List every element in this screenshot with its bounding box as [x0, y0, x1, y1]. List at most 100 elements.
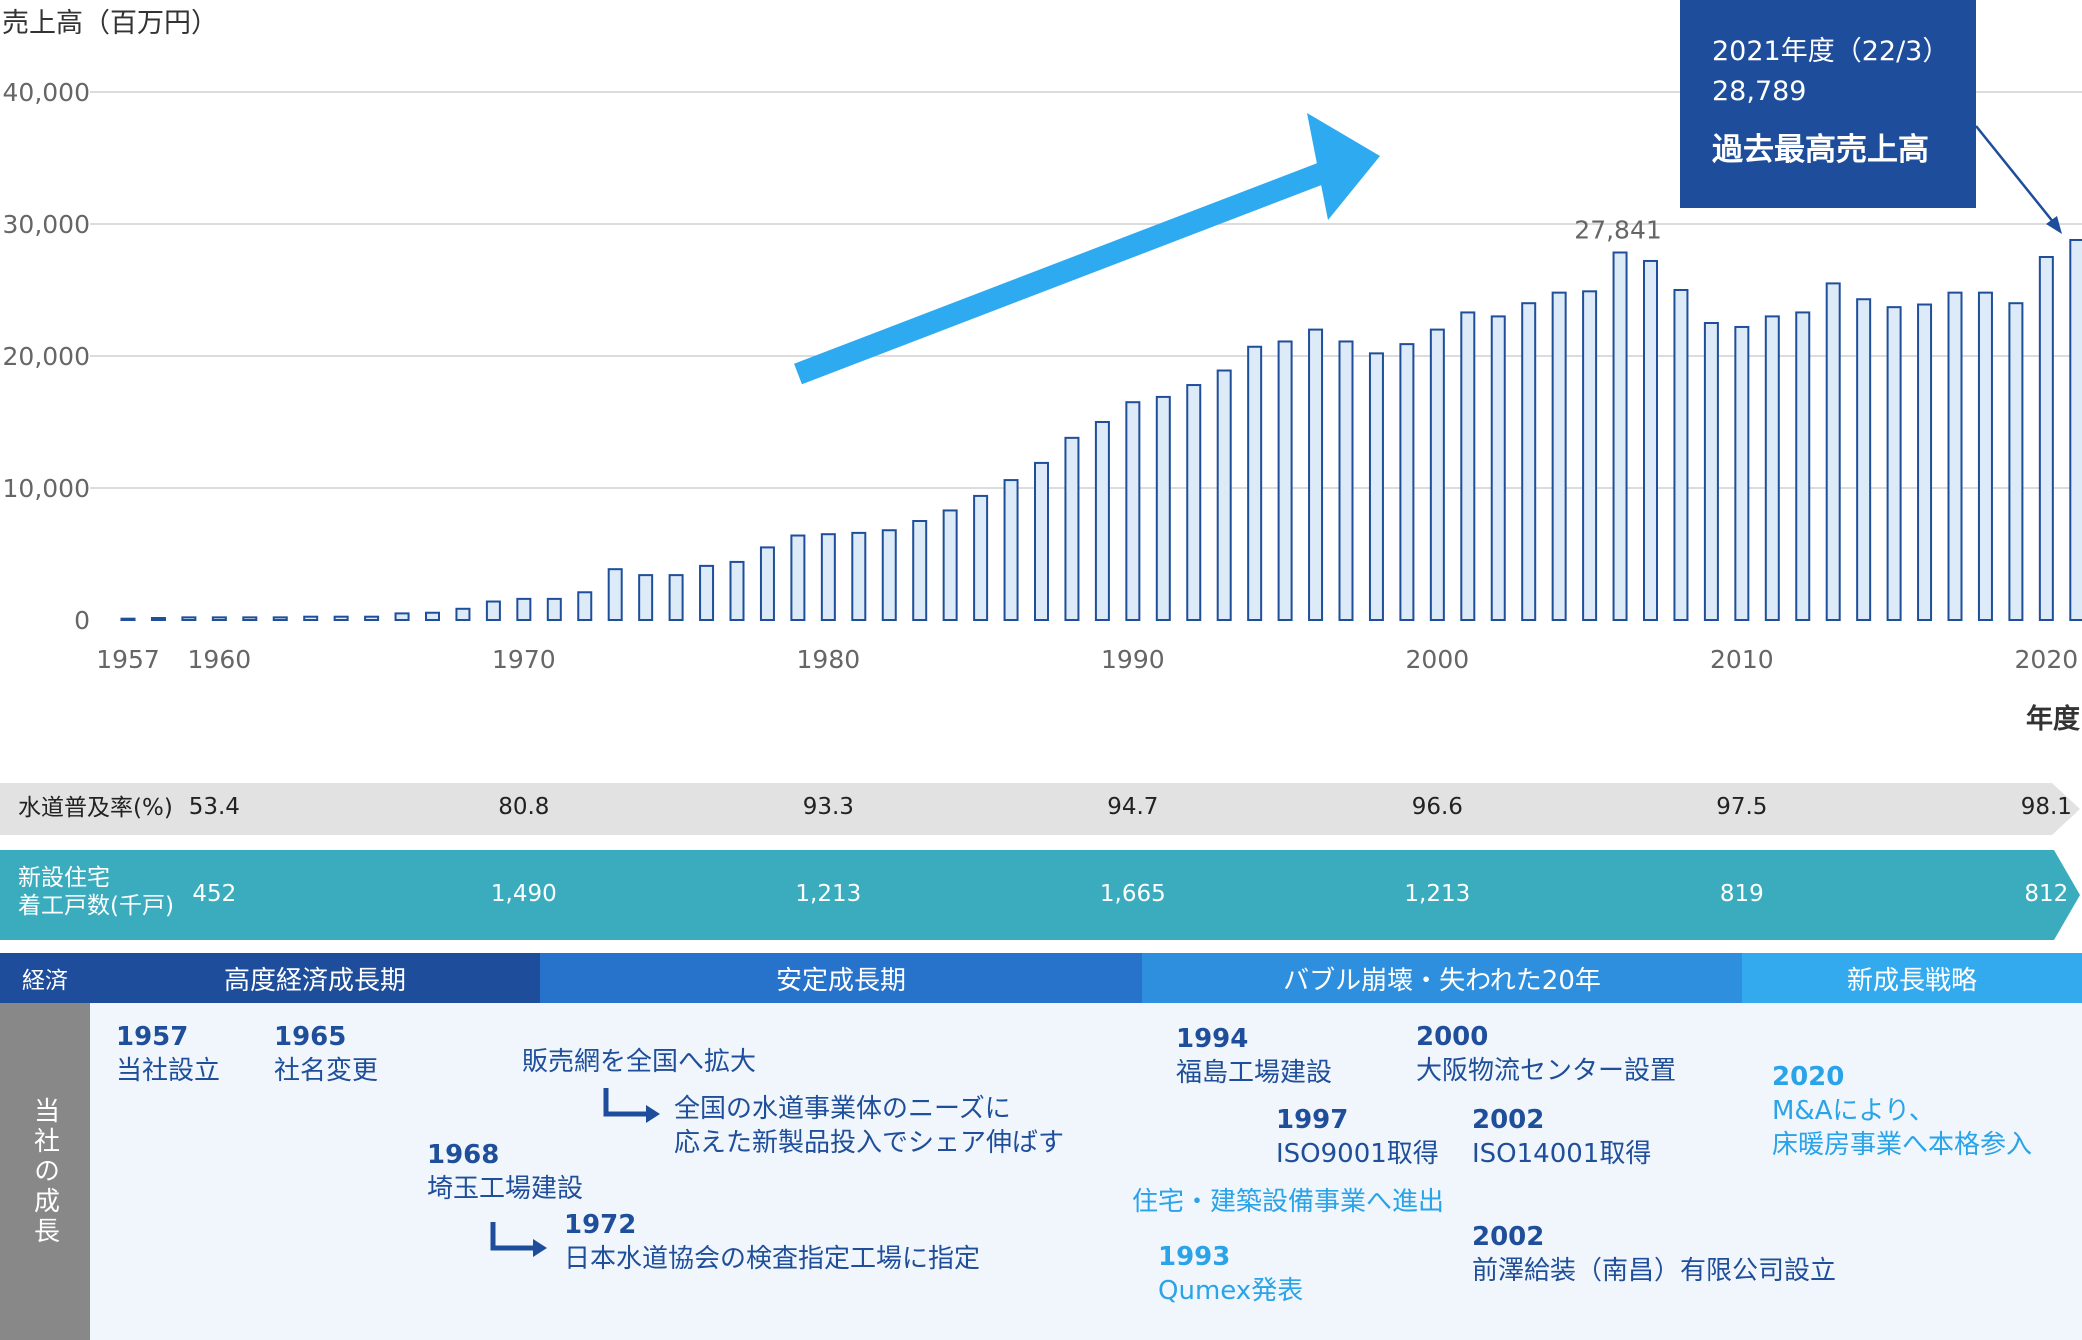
- growth-timeline: [90, 1003, 2082, 1340]
- indicator-value-1960: 452: [192, 881, 237, 907]
- callout-period: 2021年度（22/3）: [1712, 36, 1950, 67]
- bar-1965: [364, 615, 380, 622]
- bar-2001: [1460, 311, 1476, 621]
- bar-1957: [120, 617, 136, 621]
- bar-1986: [1003, 479, 1019, 621]
- bar-1968: [455, 607, 471, 622]
- event-text: 販売網を全国へ拡大: [522, 1047, 757, 1077]
- indicator-value-1970: 80.8: [498, 794, 550, 820]
- bar-2017: [1947, 291, 1963, 621]
- bar-1999: [1399, 343, 1415, 621]
- indicator-value-2010: 819: [1719, 881, 1764, 907]
- bar-2008: [1673, 289, 1689, 621]
- event-text: Qumex発表: [1158, 1276, 1304, 1306]
- event-1994: 1994 福島工場建設: [1176, 1022, 1332, 1090]
- water-supply-rate-label: 水道普及率(%): [18, 795, 173, 821]
- x-axis-title: 年度: [2026, 703, 2080, 735]
- era-high-growth: 高度経済成長期: [90, 953, 540, 1003]
- bar-1967: [425, 611, 440, 621]
- bar-2011: [1764, 315, 1780, 621]
- band-shape: [0, 850, 2080, 940]
- trend-arrow: [794, 113, 1380, 385]
- bar-1995: [1277, 340, 1293, 621]
- bar-2000: [1429, 328, 1445, 621]
- indicator-value-1980: 1,213: [795, 881, 862, 907]
- event-text-line2: 応えた新製品投入でシェア伸ばす: [674, 1128, 1065, 1158]
- event-1972: 1972 日本水道協会の検査指定工場に指定: [564, 1208, 980, 1276]
- housing-label-line1: 新設住宅: [18, 865, 110, 891]
- event-1993: 1993 Qumex発表: [1158, 1240, 1303, 1308]
- bar-1992: [1186, 384, 1202, 622]
- bar-1970: [516, 597, 532, 622]
- bar-1989: [1094, 421, 1110, 621]
- y-tick-label: 0: [74, 606, 90, 635]
- bar-2012: [1795, 311, 1811, 621]
- x-tick-label: 1960: [188, 645, 252, 674]
- bar-2016: [1917, 303, 1933, 621]
- event-text: ISO14001取得: [1472, 1139, 1652, 1169]
- event-text: 大阪物流センター設置: [1416, 1056, 1677, 1086]
- bar-2002: [1490, 315, 1506, 621]
- event-text-line1: 全国の水道事業体のニーズに: [674, 1094, 1011, 1124]
- bar-1997: [1338, 340, 1354, 621]
- bar-1996: [1308, 328, 1324, 621]
- indicator-value-1980: 93.3: [802, 794, 854, 820]
- y-tick-label: 30,000: [3, 210, 90, 239]
- event-year: 2002: [1472, 1222, 1545, 1252]
- bar-1994: [1247, 345, 1263, 621]
- callout-caption: 過去最高売上高: [1712, 132, 1929, 168]
- bar-2006: [1612, 251, 1628, 621]
- bar-1958: [150, 617, 166, 622]
- y-tick-label: 40,000: [3, 78, 90, 107]
- bar-1978: [759, 546, 775, 622]
- event-year: 1968: [427, 1140, 500, 1170]
- event-text-line1: M&Aにより、: [1772, 1096, 1935, 1126]
- annotations: 27,841: [1574, 215, 1661, 244]
- callout-pointer: [1975, 125, 2059, 229]
- x-axis-ticks: 1957 1960 1970 1980 1990 2000 2010 2020: [96, 645, 2078, 674]
- bar-1977: [729, 560, 745, 621]
- economy-eras: 経済 高度経済成長期 安定成長期 バブル崩壊・失われた20年 新成長戦略: [0, 953, 2082, 1003]
- event-1997: 1997 ISO9001取得: [1276, 1103, 1439, 1171]
- x-tick-label: 1980: [797, 645, 861, 674]
- bar-1993: [1216, 369, 1232, 621]
- bar-1981: [851, 531, 867, 622]
- bar-1987: [1034, 461, 1049, 622]
- bar-1983: [912, 520, 928, 621]
- event-text: 当社設立: [116, 1056, 221, 1086]
- housing-label-line2: 着工戸数(千戸): [18, 893, 174, 919]
- indicator-value-2010: 97.5: [1716, 794, 1768, 820]
- bar-1964: [333, 615, 349, 622]
- bar-2015: [1886, 306, 1902, 621]
- growth-label-text: 当社の成長: [29, 1096, 60, 1247]
- bar-1990: [1125, 401, 1141, 622]
- event-2020: 2020 M&Aにより、 床暖房事業へ本格参入: [1772, 1060, 2032, 1162]
- indicator-value-1960: 53.4: [188, 794, 240, 820]
- event-year: 2002: [1472, 1105, 1545, 1135]
- era-new-growth: 新成長戦略: [1742, 953, 2082, 1003]
- event-1957: 1957 当社設立: [116, 1020, 220, 1088]
- bar-2004: [1551, 291, 1567, 621]
- x-tick-label: 1970: [492, 645, 556, 674]
- event-text: 福島工場建設: [1176, 1058, 1333, 1088]
- era-bubble-burst: バブル崩壊・失われた20年: [1142, 953, 1742, 1003]
- event-text: 前澤給装（南昌）有限公司設立: [1472, 1256, 1837, 1286]
- callout-value: 28,789: [1712, 76, 1807, 107]
- event-text: 住宅・建築設備事業へ進出: [1132, 1187, 1445, 1217]
- bar-1960: [211, 616, 227, 621]
- event-customer-needs: 全国の水道事業体のニーズに 応えた新製品投入でシェア伸ばす: [674, 1092, 1064, 1160]
- event-text: ISO9001取得: [1276, 1139, 1439, 1169]
- event-text-line2: 床暖房事業へ本格参入: [1772, 1130, 2033, 1160]
- bar-1985: [973, 494, 989, 622]
- bar-1971: [546, 597, 562, 622]
- x-tick-label: 2020: [2015, 645, 2079, 674]
- bar-1963: [303, 615, 319, 622]
- indicator-value-2020: 98.1: [2020, 794, 2072, 820]
- elbow-arrow-icon: [603, 1088, 660, 1123]
- y-tick-label: 10,000: [3, 474, 90, 503]
- water-supply-rate-band: 水道普及率(%) 53.4 80.8 93.3 94.7 96.6 97.5 98.1: [0, 783, 2082, 835]
- indicator-value-1970: 1,490: [490, 881, 557, 907]
- indicator-value-1990: 94.7: [1107, 794, 1159, 820]
- bar-2003: [1521, 302, 1537, 621]
